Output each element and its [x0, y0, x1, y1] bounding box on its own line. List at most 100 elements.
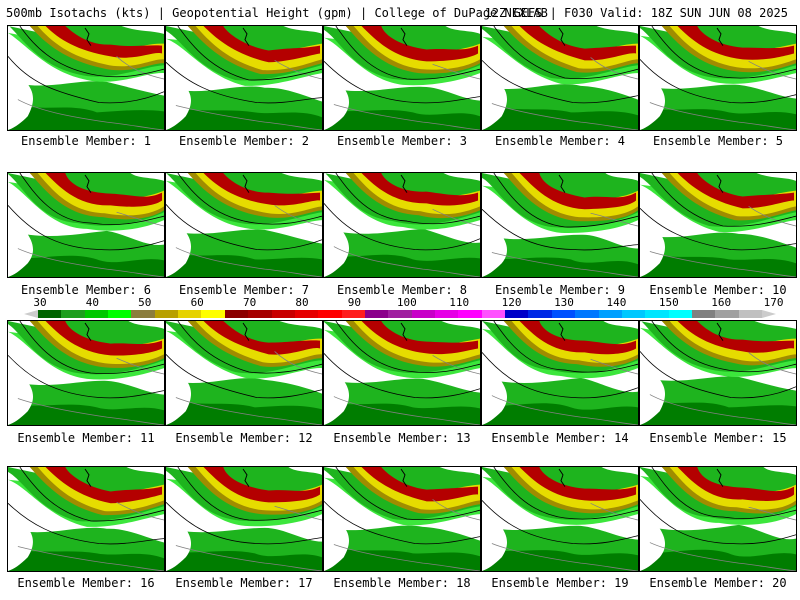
jet-core	[361, 26, 479, 62]
coast-line	[748, 506, 796, 521]
height-contour	[482, 500, 638, 545]
calm-area-left	[166, 210, 192, 277]
colorbar-swatch	[668, 310, 693, 318]
colorbar-swatch	[411, 310, 436, 318]
state-border	[333, 104, 480, 130]
state-border	[649, 542, 796, 571]
jet-core	[203, 26, 321, 63]
colorbar-swatch	[271, 310, 296, 318]
height-contour	[19, 173, 164, 225]
calm-area-left	[166, 360, 192, 425]
colorbar-swatch	[364, 310, 389, 318]
colorbar-tick-label: 80	[295, 296, 309, 309]
ensemble-member-map	[165, 320, 323, 426]
height-contour	[8, 205, 164, 251]
member-caption: Ensemble Member: 14	[491, 431, 629, 445]
height-contour	[640, 499, 796, 545]
lake-outline	[84, 468, 92, 487]
colorbar-swatch	[621, 310, 646, 318]
member-caption: Ensemble Member: 16	[17, 576, 155, 590]
ensemble-member-map	[481, 320, 639, 426]
calm-area-left	[8, 211, 34, 277]
wind-map	[166, 321, 322, 425]
coast-line	[274, 205, 322, 227]
colorbar-tick-label: 40	[85, 296, 100, 309]
state-border	[175, 397, 322, 425]
colorbar-tick-label: 120	[501, 296, 522, 309]
member-caption: Ensemble Member: 18	[333, 576, 471, 590]
jet-core	[203, 321, 321, 355]
coast-line	[432, 208, 480, 227]
height-contour	[19, 26, 164, 78]
ensemble-member-map	[323, 466, 481, 572]
height-contour	[335, 173, 480, 225]
colorbar-swatch	[645, 310, 670, 318]
calm-area	[439, 467, 480, 475]
coast-line	[590, 502, 638, 521]
calm-area	[754, 321, 796, 329]
ensemble-member-map	[7, 320, 165, 426]
colorbar-swatch	[388, 310, 413, 318]
colorbar-swatch	[715, 310, 740, 318]
height-contour	[166, 204, 322, 251]
height-contour	[8, 355, 164, 399]
wind-field-lower-dark	[166, 396, 322, 425]
height-contour	[177, 26, 322, 81]
lake-outline	[716, 27, 724, 46]
height-contour	[493, 321, 638, 373]
jet-core	[677, 321, 795, 353]
jet-core	[45, 321, 163, 356]
calm-area	[601, 467, 638, 475]
wind-field-lower-dark	[324, 544, 480, 571]
height-contour	[493, 26, 638, 79]
jet-core	[519, 173, 637, 210]
colorbar-labels: 30 40 50 60 70 80 90 100 110 120 130 140 150 160 170	[0, 296, 800, 310]
wind-map	[482, 321, 638, 425]
colorbar-swatch	[318, 310, 343, 318]
calm-area	[756, 173, 796, 181]
state-border	[491, 395, 638, 425]
calm-area	[443, 173, 480, 181]
member-caption: Ensemble Member: 4	[494, 134, 626, 148]
wind-map	[482, 467, 638, 571]
colorbar-tick-label: 60	[190, 296, 204, 309]
member-caption: Ensemble Member: 12	[175, 431, 313, 445]
calm-area	[121, 26, 164, 34]
calm-area-left	[324, 507, 350, 571]
ensemble-member-map	[323, 172, 481, 278]
jet-core	[45, 173, 163, 207]
colorbar-tick-label: 140	[606, 296, 627, 309]
colorbar-swatch	[108, 310, 132, 318]
coast-line	[116, 357, 164, 375]
colorbar-swatch	[341, 310, 366, 318]
colorbar-swatch	[294, 310, 319, 318]
member-caption: Ensemble Member: 15	[649, 431, 787, 445]
wind-map	[482, 173, 638, 277]
header-title: 500mb Isotachs (kts) | Geopotential Heig…	[6, 6, 548, 20]
member-caption: Ensemble Member: 2	[178, 134, 310, 148]
wind-map	[166, 26, 322, 130]
wind-map	[324, 173, 480, 277]
calm-area-left	[482, 358, 508, 425]
wind-map	[324, 467, 480, 571]
wind-field-lower-dark	[166, 250, 322, 277]
wind-field-lower-dark	[8, 101, 164, 130]
colorbar-swatch	[178, 310, 202, 318]
colorbar-tick-label: 70	[242, 296, 257, 309]
colorbar-swatch	[84, 310, 109, 318]
ensemble-member-map	[639, 25, 797, 131]
calm-area-left	[324, 359, 350, 425]
height-contour	[640, 59, 796, 104]
colorbar-swatch	[691, 310, 716, 318]
wind-map	[640, 321, 796, 425]
jet-core	[677, 26, 795, 60]
member-caption: Ensemble Member: 10	[649, 283, 787, 297]
calm-area-left	[640, 357, 666, 425]
calm-area	[763, 467, 796, 475]
calm-area-left	[8, 509, 34, 571]
colorbar-swatch	[481, 310, 506, 318]
ensemble-member-map	[639, 172, 797, 278]
coast-line	[116, 211, 164, 227]
colorbar-tick-label: 30	[33, 296, 47, 309]
height-contour	[166, 354, 322, 399]
